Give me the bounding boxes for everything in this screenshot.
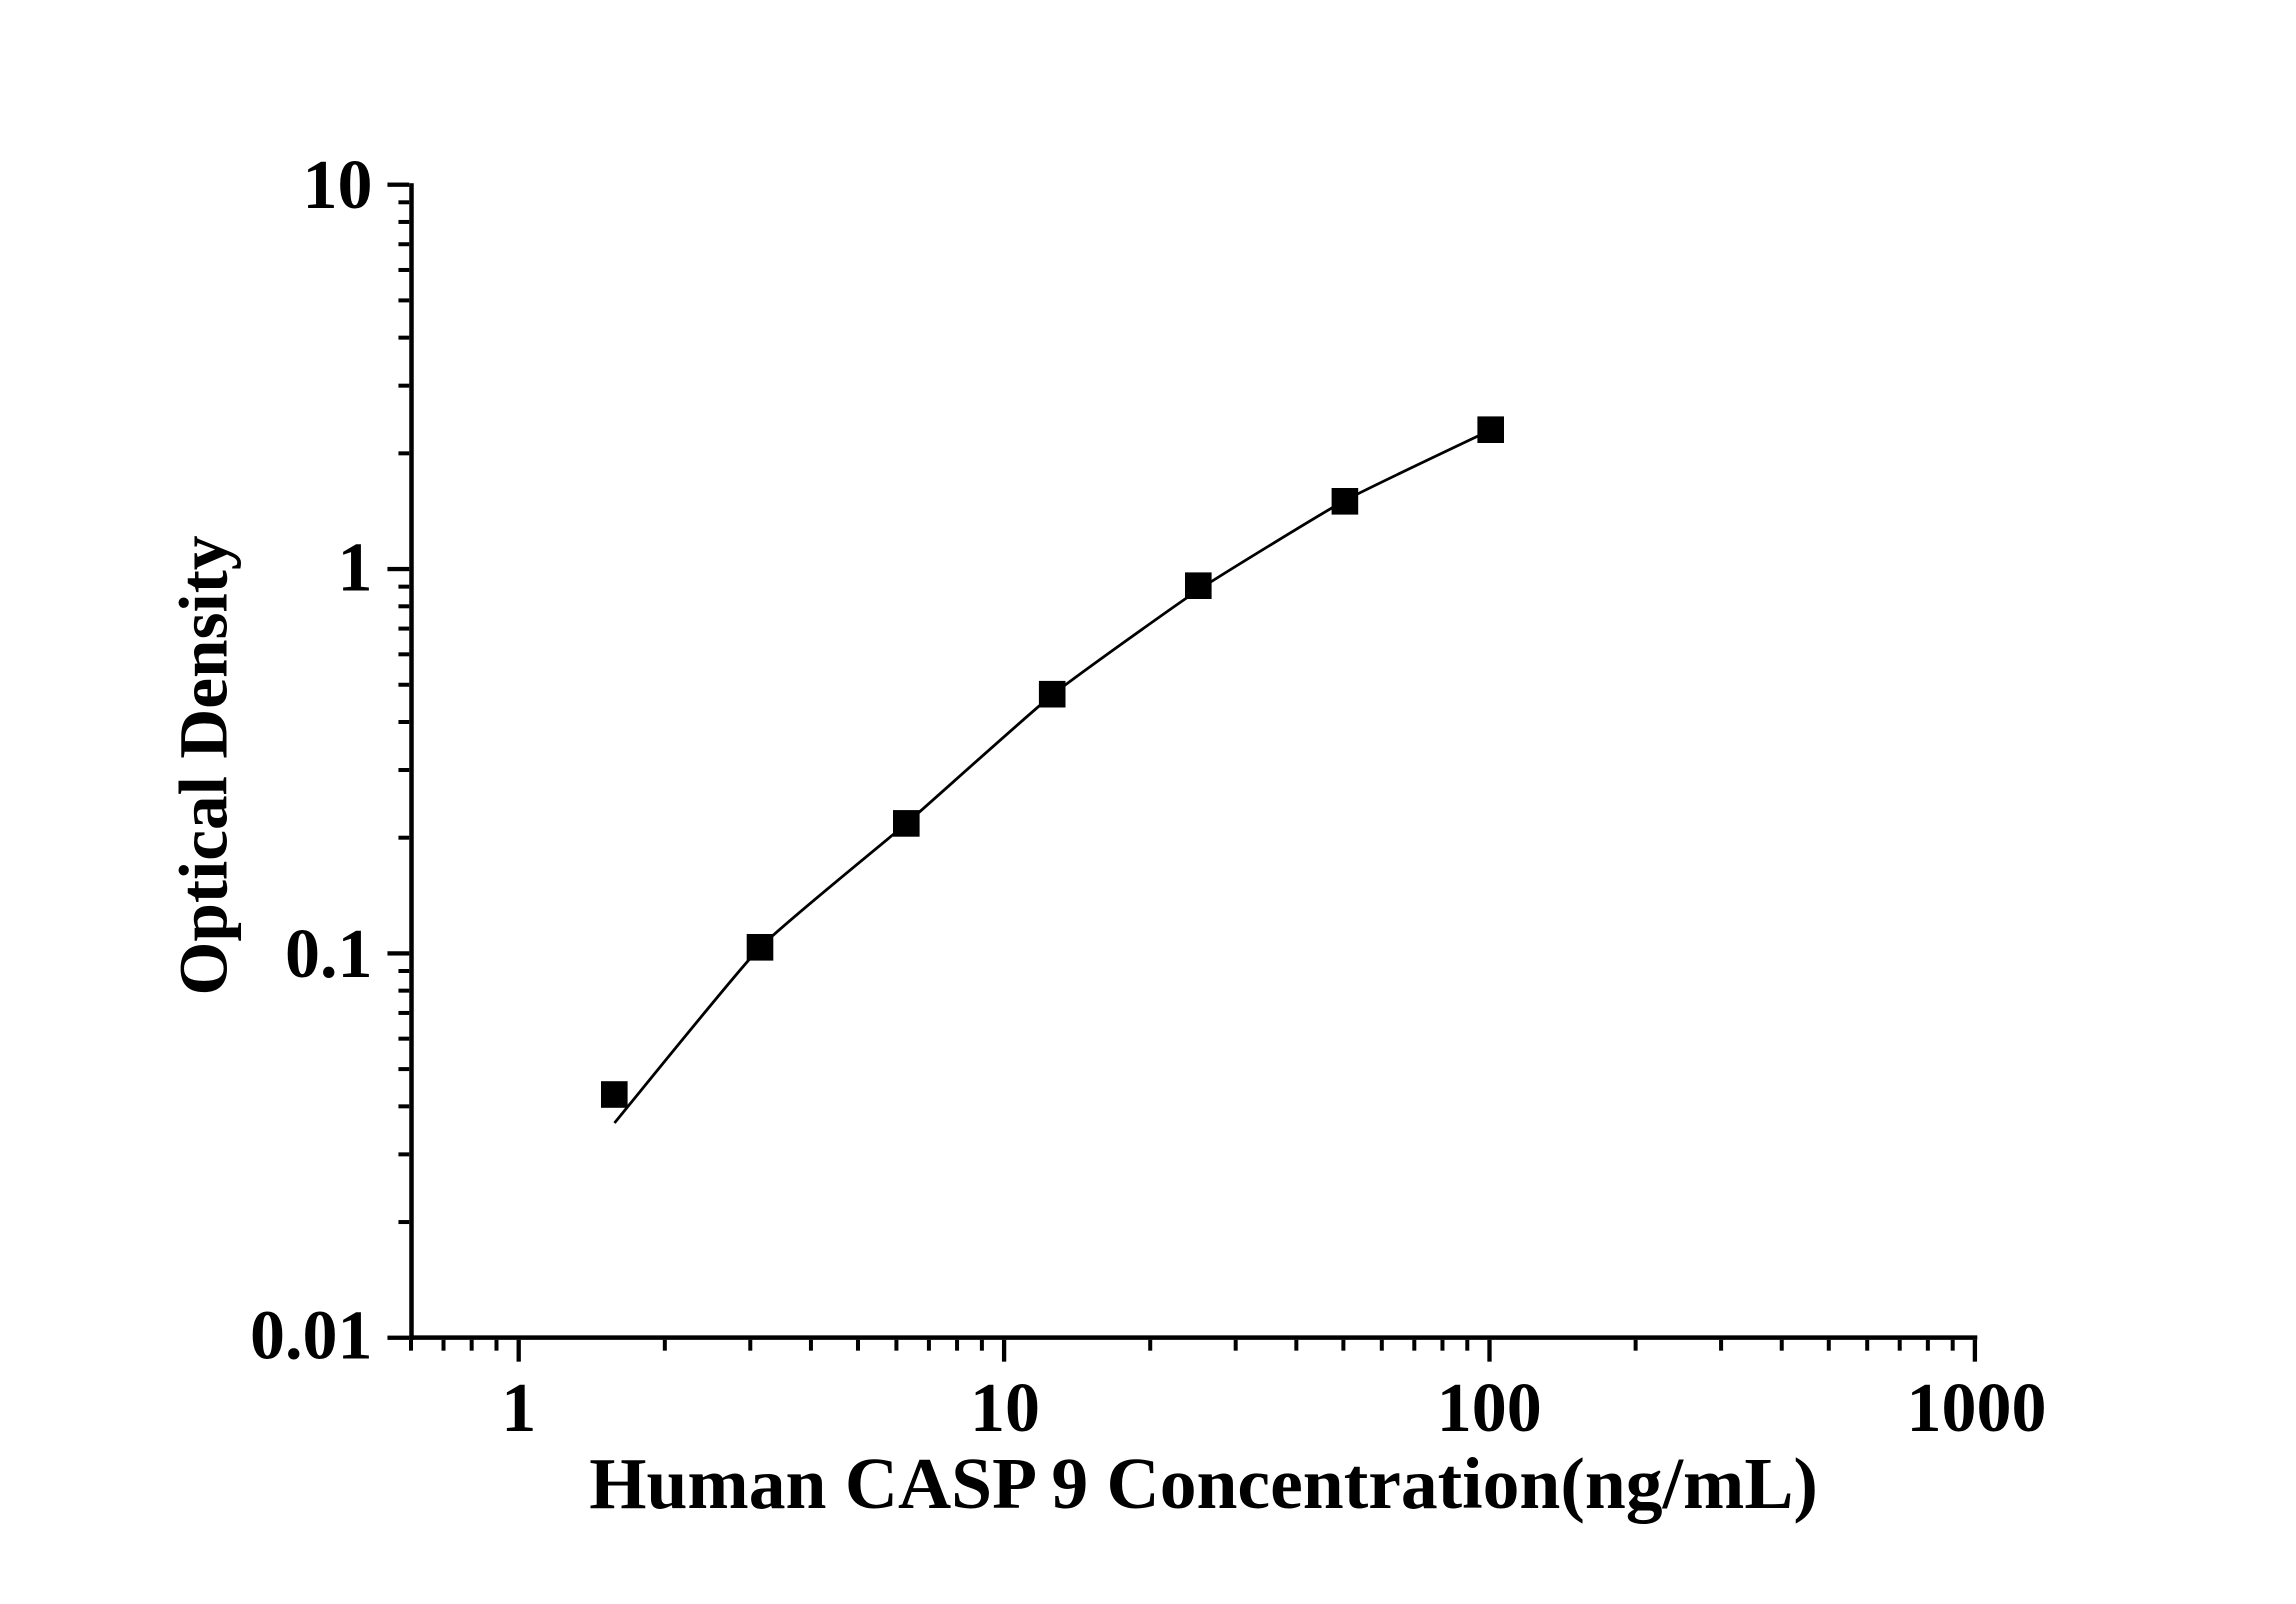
svg-text:Human CASP 9 Concentration(ng/: Human CASP 9 Concentration(ng/mL) (589, 1442, 1818, 1524)
svg-text:1: 1 (501, 1370, 536, 1447)
svg-text:0.01: 0.01 (250, 1298, 373, 1375)
svg-text:100: 100 (1437, 1370, 1542, 1447)
svg-text:1: 1 (338, 530, 373, 607)
svg-text:1000: 1000 (1907, 1370, 2047, 1447)
svg-text:0.1: 0.1 (285, 916, 373, 993)
svg-text:10: 10 (303, 147, 373, 224)
svg-text:Optical Density: Optical Density (164, 535, 241, 995)
svg-text:10: 10 (970, 1370, 1040, 1447)
